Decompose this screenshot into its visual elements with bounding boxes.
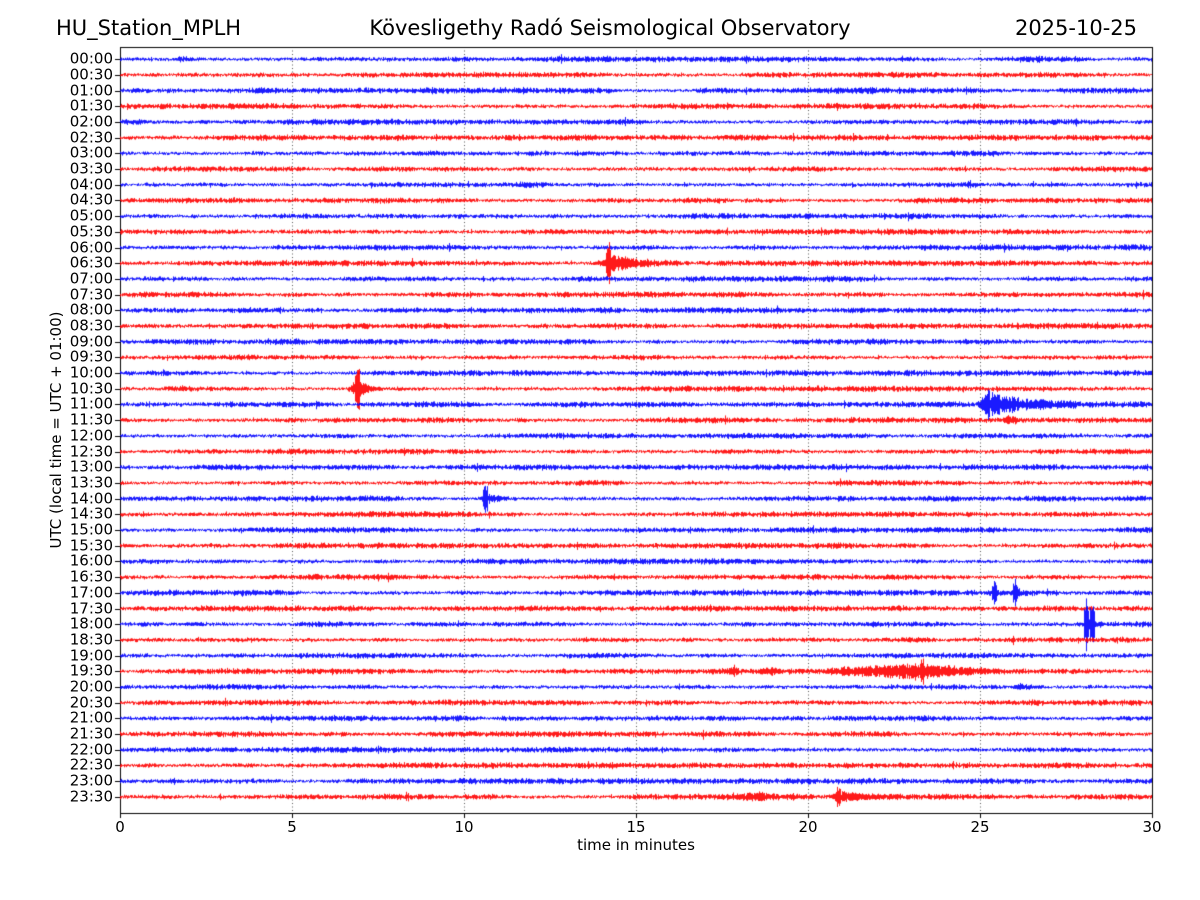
y-tick-label: 18:30	[69, 630, 113, 649]
y-tick-label: 23:30	[69, 787, 113, 806]
y-tick-label: 05:00	[69, 206, 113, 225]
y-tick-label: 08:00	[69, 300, 113, 319]
y-tick-label: 04:00	[69, 175, 113, 194]
x-tick-label: 15	[626, 818, 646, 836]
x-tick-label: 0	[115, 818, 125, 836]
y-tick-label: 05:30	[69, 222, 113, 241]
y-tick-label: 13:30	[69, 473, 113, 492]
y-tick-label: 14:30	[69, 504, 113, 523]
x-tick-label: 10	[454, 818, 474, 836]
date-title: 2025-10-25	[1014, 16, 1137, 40]
y-tick-label: 19:00	[69, 646, 113, 665]
station-title: HU_Station_MPLH	[56, 16, 242, 40]
y-tick-label: 03:30	[69, 159, 113, 178]
y-tick-label: 20:30	[69, 693, 113, 712]
y-tick-label: 17:30	[69, 599, 113, 618]
y-tick-label: 21:30	[69, 724, 113, 743]
y-tick-label: 23:00	[69, 771, 113, 790]
y-tick-label: 01:00	[69, 81, 113, 100]
y-tick-label: 00:00	[69, 49, 113, 68]
x-tick-label: 30	[1142, 818, 1162, 836]
y-tick-label: 13:00	[69, 457, 113, 476]
y-tick-label: 15:00	[69, 520, 113, 539]
y-tick-label: 11:00	[69, 394, 113, 413]
y-tick-label: 19:30	[69, 661, 113, 680]
x-tick-label: 20	[798, 818, 818, 836]
y-tick-label: 12:00	[69, 426, 113, 445]
y-tick-label: 10:00	[69, 363, 113, 382]
y-tick-label: 11:30	[69, 410, 113, 429]
y-tick-label: 16:00	[69, 551, 113, 570]
y-tick-label: 03:00	[69, 143, 113, 162]
y-tick-label: 06:30	[69, 253, 113, 272]
y-tick-label: 07:30	[69, 285, 113, 304]
y-tick-labels: 00:00 00:30 01:00 01:30 02:00 02:30 03:00 03:30…	[0, 0, 113, 900]
x-tick-label: 5	[287, 818, 297, 836]
y-tick-label: 06:00	[69, 238, 113, 257]
y-tick-label: 04:30	[69, 190, 113, 209]
y-tick-label: 09:30	[69, 347, 113, 366]
y-tick-label: 14:00	[69, 489, 113, 508]
y-tick-label: 12:30	[69, 442, 113, 461]
y-tick-label: 07:00	[69, 269, 113, 288]
y-tick-label: 22:00	[69, 740, 113, 759]
y-tick-label: 00:30	[69, 65, 113, 84]
y-tick-label: 01:30	[69, 96, 113, 115]
y-tick-label: 20:00	[69, 677, 113, 696]
observatory-title: Kövesligethy Radó Seismological Observat…	[369, 16, 851, 40]
y-tick-label: 18:00	[69, 614, 113, 633]
x-axis-label: time in minutes	[577, 836, 695, 854]
y-tick-label: 02:30	[69, 128, 113, 147]
y-tick-label: 02:00	[69, 112, 113, 131]
y-tick-label: 15:30	[69, 536, 113, 555]
y-tick-label: 16:30	[69, 567, 113, 586]
x-tick-label: 25	[970, 818, 990, 836]
y-tick-label: 22:30	[69, 755, 113, 774]
y-tick-label: 10:30	[69, 379, 113, 398]
y-tick-label: 17:00	[69, 583, 113, 602]
y-tick-label: 08:30	[69, 316, 113, 335]
y-tick-label: 09:00	[69, 332, 113, 351]
y-tick-label: 21:00	[69, 708, 113, 727]
